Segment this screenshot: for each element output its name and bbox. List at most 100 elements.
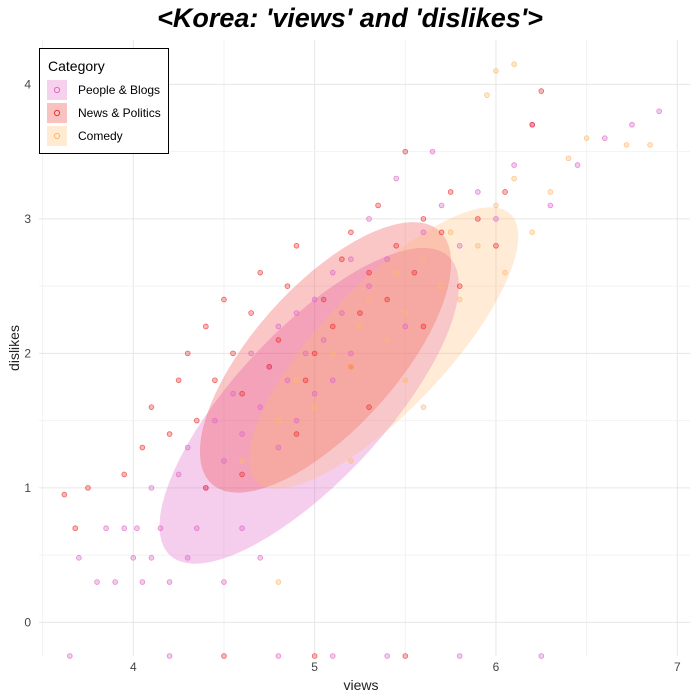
x-tick-label: 6 <box>493 660 500 674</box>
data-point <box>366 269 372 276</box>
data-point <box>302 377 309 384</box>
data-point <box>402 653 409 659</box>
data-point <box>148 485 155 491</box>
data-point <box>221 458 227 464</box>
data-point <box>311 390 318 397</box>
data-point <box>502 189 508 195</box>
data-point <box>411 269 418 276</box>
data-point <box>511 162 517 168</box>
data-point <box>393 175 400 182</box>
data-point <box>538 653 545 659</box>
data-point <box>329 323 336 330</box>
data-point <box>311 653 318 659</box>
x-tick-label: 4 <box>130 660 137 674</box>
data-point <box>502 269 508 276</box>
data-point <box>601 135 608 141</box>
data-point <box>493 242 499 249</box>
data-point <box>230 350 236 357</box>
data-point <box>529 229 536 236</box>
data-point <box>248 310 254 316</box>
data-point <box>447 189 454 195</box>
data-point <box>574 162 581 168</box>
data-point <box>420 404 427 410</box>
data-point <box>384 653 390 659</box>
data-point <box>384 296 390 303</box>
data-point <box>357 310 363 316</box>
data-point <box>248 350 254 357</box>
x-tick-label: 7 <box>674 660 681 674</box>
data-point <box>193 417 200 424</box>
data-point <box>284 283 291 289</box>
data-point <box>438 202 445 209</box>
data-point <box>348 458 354 464</box>
data-point <box>329 653 336 659</box>
data-point <box>348 229 354 236</box>
data-point <box>275 653 282 659</box>
data-point <box>348 256 354 263</box>
data-point <box>447 229 454 236</box>
data-point <box>175 377 182 384</box>
data-point <box>402 377 409 384</box>
data-point <box>402 148 409 155</box>
data-point <box>184 555 191 561</box>
data-point <box>221 653 227 659</box>
data-point <box>284 377 291 384</box>
data-point <box>366 296 372 303</box>
data-point <box>293 431 300 437</box>
data-point <box>456 653 463 659</box>
data-point <box>239 390 245 397</box>
data-point <box>148 555 155 561</box>
legend-label-people-blogs: People & Blogs <box>78 83 161 97</box>
data-point <box>139 444 146 451</box>
data-point <box>121 471 128 478</box>
data-point <box>166 431 173 437</box>
data-point <box>493 68 499 74</box>
data-point <box>475 216 481 222</box>
data-point <box>72 525 79 532</box>
legend: Category People & Blogs News & Politics … <box>39 48 169 154</box>
legend-item-comedy: Comedy <box>47 126 165 148</box>
data-point <box>121 525 128 532</box>
data-point <box>475 242 481 249</box>
data-point <box>402 310 409 316</box>
legend-key-people-blogs <box>47 80 67 100</box>
data-point <box>221 296 227 303</box>
data-point <box>184 350 191 357</box>
data-point <box>275 323 282 330</box>
data-point <box>366 283 372 289</box>
data-point <box>656 108 662 115</box>
data-point <box>193 525 200 532</box>
data-point <box>375 202 381 209</box>
data-point <box>212 417 218 424</box>
data-point <box>623 142 630 148</box>
data-point <box>384 256 390 263</box>
data-point <box>547 202 554 209</box>
data-point <box>493 202 499 209</box>
data-point <box>275 417 282 424</box>
data-point <box>529 121 536 128</box>
data-point <box>366 216 372 222</box>
data-point <box>329 269 336 276</box>
data-point <box>565 155 572 162</box>
ellipse-2 <box>248 207 519 489</box>
data-point <box>61 491 68 498</box>
data-point <box>456 296 463 303</box>
data-point <box>583 135 590 141</box>
data-point <box>275 337 282 343</box>
data-point <box>311 404 318 410</box>
data-point <box>230 390 236 397</box>
data-point <box>293 377 300 384</box>
legend-label-news-politics: News & Politics <box>78 106 161 120</box>
data-point <box>420 256 427 263</box>
data-point <box>320 296 327 303</box>
data-point <box>420 216 427 222</box>
data-point <box>293 310 300 316</box>
data-point <box>402 323 409 330</box>
data-point <box>456 283 463 289</box>
y-tick-label: 2 <box>24 346 31 360</box>
x-tick-label: 5 <box>311 660 318 674</box>
data-point <box>293 417 300 424</box>
ellipse-layer <box>159 207 519 564</box>
legend-label-comedy: Comedy <box>78 129 123 143</box>
legend-title: Category <box>48 58 105 74</box>
